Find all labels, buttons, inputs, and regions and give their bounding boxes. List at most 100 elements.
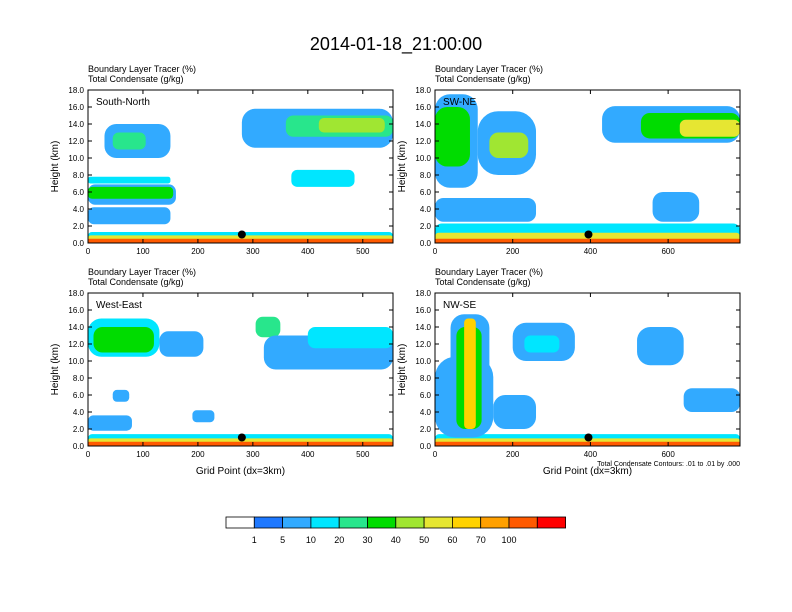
plot-frame [434,292,741,447]
x-tick-label: 200 [191,450,205,459]
contour-region [524,335,560,353]
colorbar-swatch [508,516,538,529]
location-marker [237,433,246,442]
contour-region [435,197,537,222]
x-tick-label: 300 [246,247,260,256]
left-string-1: Boundary Layer Tracer (%) [435,64,543,74]
colorbar-swatch [367,516,397,529]
colorbar-label: 5 [280,535,285,545]
colorbar-label: 40 [391,535,401,545]
filled-contours [88,108,393,243]
x-axis-label: Grid Point (dx=3km) [543,466,632,477]
panel-south-north: 0.0 2.0 4.0 6.0 8.0 10.0 12.0 14.0 16.0 18.0 0 100 2… [50,64,394,256]
left-string-2: Total Condensate (g/kg) [435,74,531,84]
panel-sw-ne: 0.0 2.0 4.0 6.0 8.0 10.0 12.0 14.0 16.0 18.0 0 200 4… [397,64,741,256]
colorbar-label: 60 [447,535,457,545]
contour-region [88,441,393,446]
contour-region [435,238,740,243]
x-tick-label: 200 [191,247,205,256]
contour-region [318,118,385,133]
y-tick-label: 4.0 [73,205,85,214]
colorbar-label: 50 [419,535,429,545]
x-tick-label: 400 [301,450,315,459]
left-string-2: Total Condensate (g/kg) [88,277,184,287]
y-tick-label: 2.0 [73,222,85,231]
panel-label: SW-NE [443,97,476,108]
x-tick-label: 600 [661,247,675,256]
y-tick-label: 18.0 [68,86,84,95]
x-tick-label: 200 [506,247,520,256]
y-tick-label: 10.0 [415,357,431,366]
left-string-1: Boundary Layer Tracer (%) [435,267,543,277]
contour-region [93,327,154,353]
y-tick-label: 12.0 [68,137,84,146]
y-tick-label: 4.0 [73,408,85,417]
y-tick-label: 8.0 [420,374,432,383]
y-tick-label: 14.0 [68,323,84,332]
location-marker [584,433,593,442]
contour-region [435,441,740,446]
x-tick-label: 500 [356,450,370,459]
filled-contours [435,314,740,446]
y-tick-label: 18.0 [68,289,84,298]
figure-title: 2014-01-18_21:00:00 [310,34,482,55]
y-tick-label: 14.0 [415,120,431,129]
contour-region [112,389,130,402]
x-tick-label: 500 [356,247,370,256]
x-tick-label: 0 [86,247,91,256]
y-tick-label: 18.0 [415,289,431,298]
contour-region [307,327,393,349]
contour-region [679,119,740,137]
x-tick-label: 400 [301,247,315,256]
colorbar-swatch [282,516,312,529]
plot-frame [434,89,741,244]
y-tick-label: 10.0 [415,154,431,163]
y-tick-label: 18.0 [415,86,431,95]
colorbar: 1 5 10 20 30 40 50 60 70 100 [225,516,566,545]
x-tick-label: 600 [661,450,675,459]
y-tick-label: 8.0 [420,171,432,180]
colorbar-label: 30 [362,535,372,545]
panels: 0.0 2.0 4.0 6.0 8.0 10.0 12.0 14.0 16.0 18.0 0 100 2… [50,64,741,477]
left-string-1: Boundary Layer Tracer (%) [88,64,196,74]
location-marker [237,230,246,239]
left-string-1: Boundary Layer Tracer (%) [88,267,196,277]
y-tick-label: 4.0 [420,408,432,417]
y-tick-label: 0.0 [420,442,432,451]
y-axis-label: Height (km) [397,141,408,193]
y-tick-label: 0.0 [73,442,85,451]
y-tick-label: 16.0 [415,103,431,112]
x-tick-label: 100 [136,450,150,459]
panel-nw-se: 0.0 2.0 4.0 6.0 8.0 10.0 12.0 14.0 16.0 18.0 0 200 4… [397,267,741,477]
contour-region [652,192,700,222]
contour-region [112,132,146,150]
y-tick-label: 6.0 [73,188,85,197]
panel-label: West-East [96,300,142,311]
contour-region [464,318,476,429]
x-axis-label: Grid Point (dx=3km) [196,466,285,477]
colorbar-swatch [451,516,482,529]
y-tick-label: 12.0 [68,340,84,349]
left-string-2: Total Condensate (g/kg) [435,277,531,287]
colorbar-swatch [338,516,368,529]
plot-frame [87,292,394,447]
contour-region [88,207,171,225]
x-tick-label: 300 [246,450,260,459]
x-tick-label: 400 [584,247,598,256]
y-axis-label: Height (km) [397,344,408,396]
y-tick-label: 0.0 [420,239,432,248]
colorbar-swatch [480,516,510,529]
y-tick-label: 6.0 [420,188,432,197]
colorbar-label: 1 [252,535,257,545]
y-tick-label: 12.0 [415,137,431,146]
panel-label: South-North [96,97,150,108]
x-tick-label: 200 [506,450,520,459]
contour-region [489,132,529,158]
colorbar-swatch [225,516,255,529]
colorbar-swatch [423,516,453,529]
contour-region [88,238,393,243]
x-tick-label: 400 [584,450,598,459]
colorbar-label: 20 [334,535,344,545]
colorbar-label: 10 [306,535,316,545]
